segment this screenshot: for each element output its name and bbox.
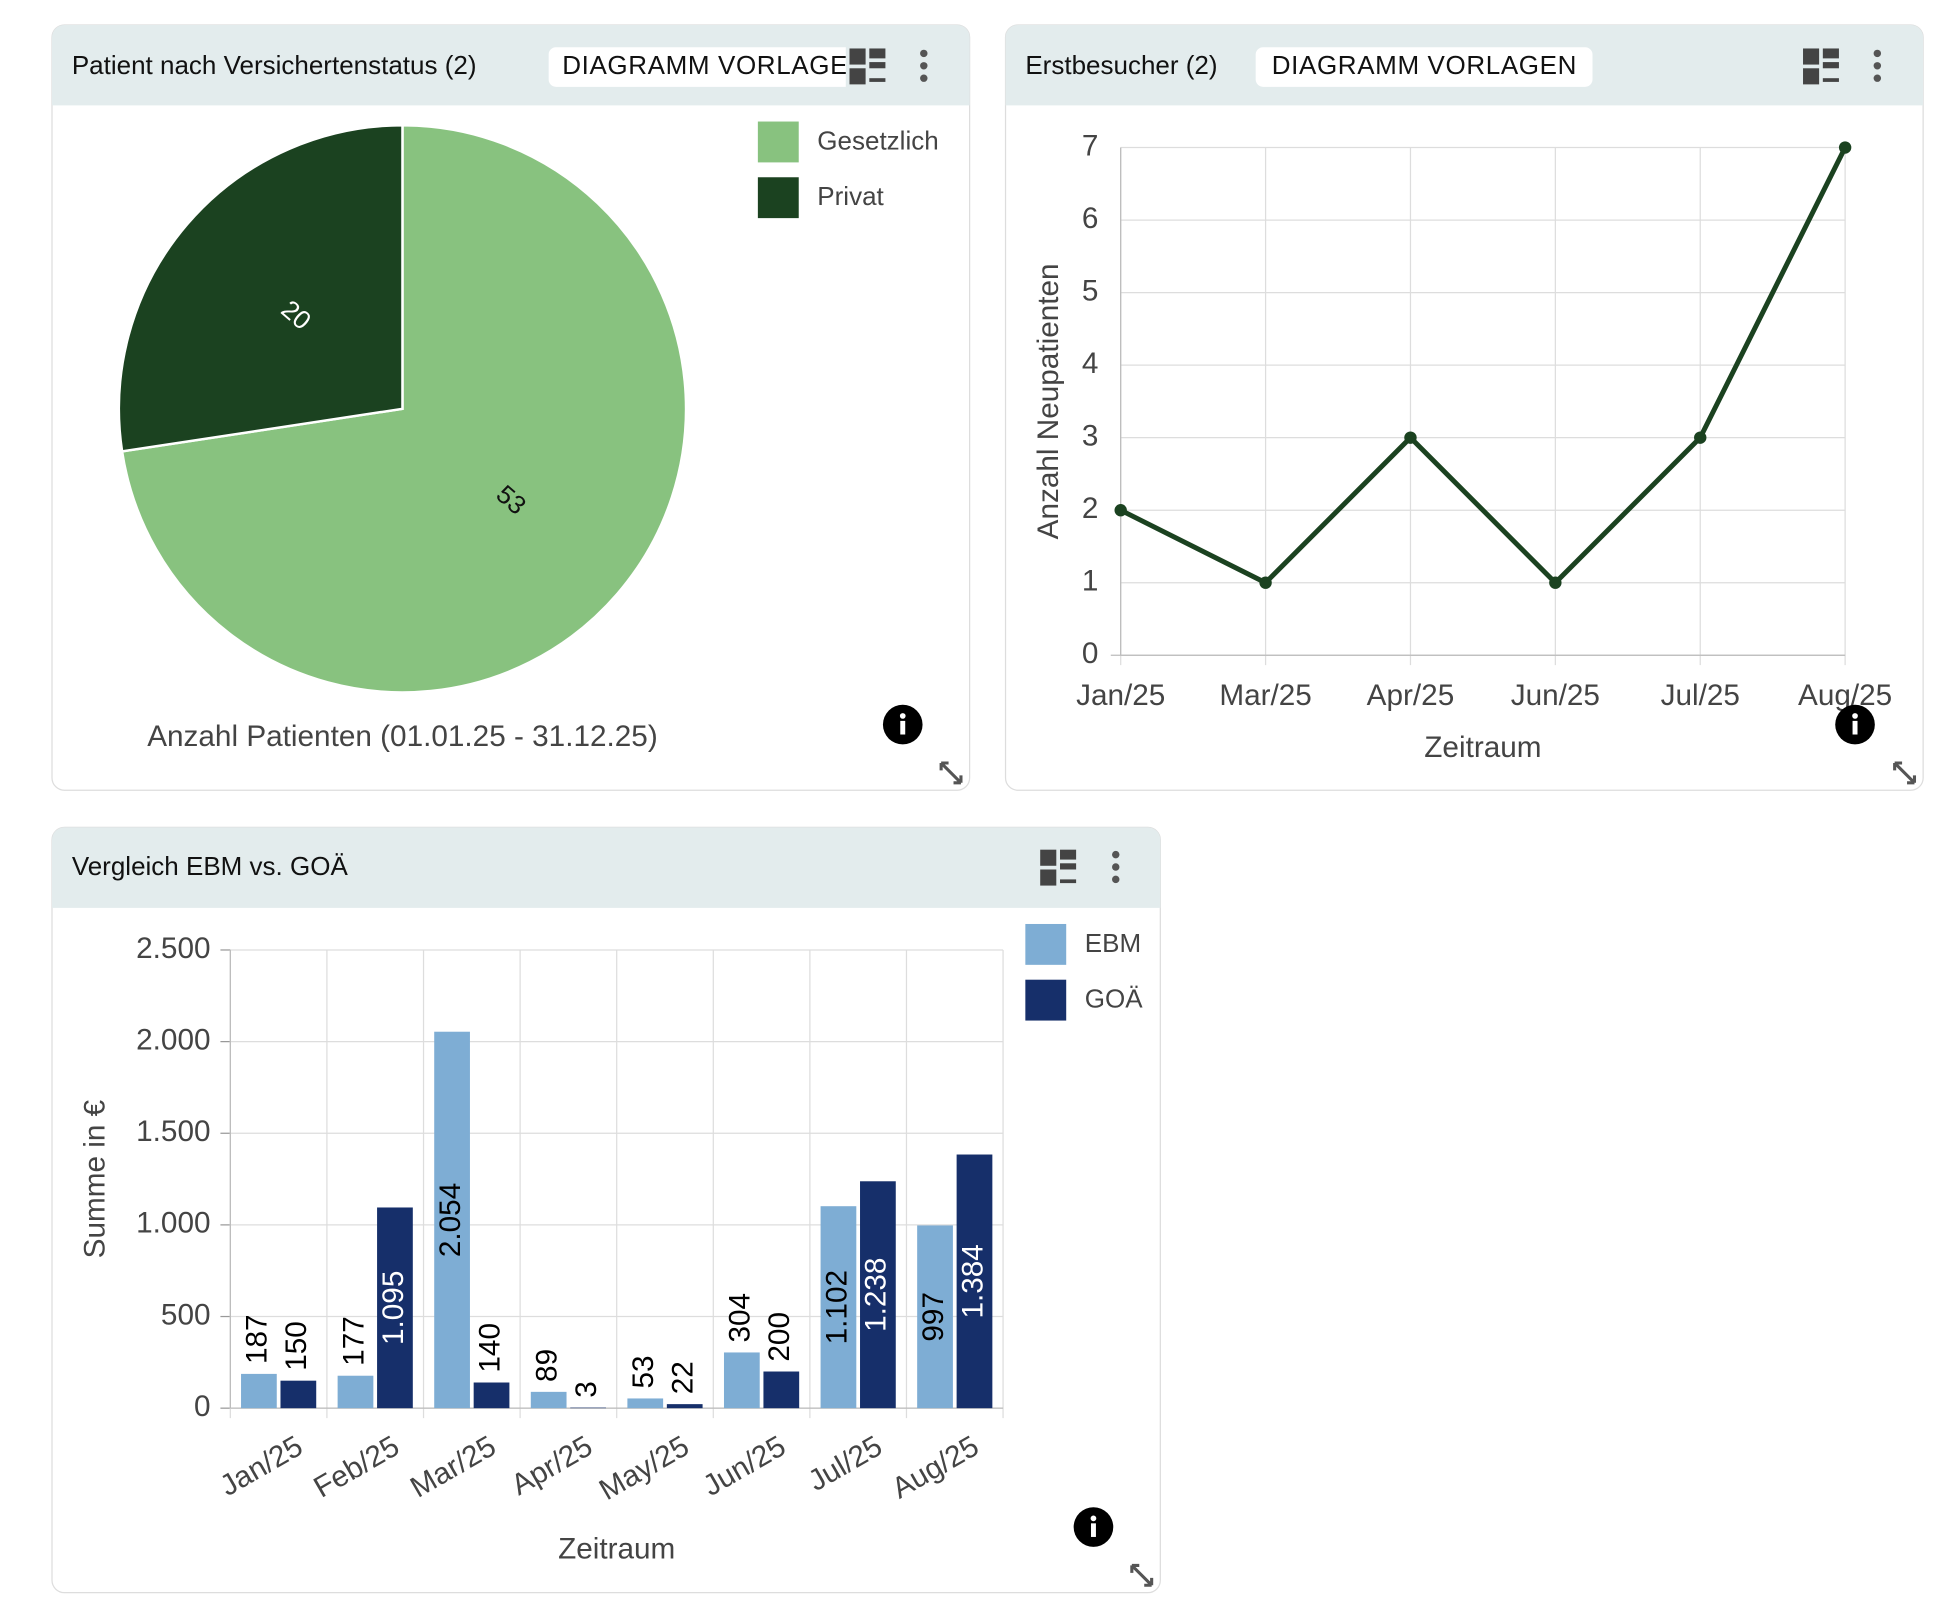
x-tick-label: Apr/25 [1367, 679, 1455, 712]
bar [241, 1373, 277, 1409]
button-label[interactable]: DIAGRAMM VORLAGEN [1272, 50, 1577, 80]
data-label: 89 [531, 1349, 564, 1382]
info-icon[interactable] [882, 704, 923, 745]
data-label: 2.054 [434, 1183, 467, 1257]
bar [763, 1371, 800, 1409]
chart: 0 1 2 3 4 5 6 7 Jan/25 Mar/25 Apr/25 Jun/25 Jul/25 Au… [1032, 129, 1892, 764]
button-bg[interactable] [548, 47, 871, 87]
bar [473, 1382, 510, 1409]
bar [337, 1375, 374, 1409]
bar [723, 1352, 760, 1409]
y-tick-label: 6 [1082, 202, 1099, 235]
info-icon[interactable] [1073, 1507, 1114, 1547]
bar [434, 1031, 470, 1409]
legend-label: EBM [1085, 928, 1141, 958]
bar [280, 1380, 317, 1409]
legend-label: Privat [817, 181, 884, 211]
bar [820, 1206, 857, 1409]
pie-slice [120, 124, 688, 694]
x-tick-label: Aug/25 [1798, 679, 1892, 712]
menu-icon[interactable] [920, 49, 928, 82]
data-label: 1.102 [820, 1270, 853, 1344]
data-label: 187 [241, 1314, 274, 1364]
x-tick-label: Jan/25 [1076, 679, 1165, 712]
x-axis-label: Anzahl Patienten (01.01.25 - 31.12.25) [147, 720, 658, 753]
panel: Erstbesucher (2) DIAGRAMM VORLAGEN 0 1 2 3 4… [1004, 24, 1924, 791]
data-label: 1.095 [377, 1271, 410, 1345]
panel-frame [1004, 24, 1924, 791]
y-tick-label: 0 [1082, 637, 1099, 670]
panel-header [52, 827, 1161, 908]
data-label: 140 [473, 1323, 506, 1373]
point [1114, 504, 1127, 517]
data-label: 304 [724, 1293, 757, 1343]
pie-slice [117, 124, 404, 453]
panel-title: Vergleich EBM vs. GOÄ [72, 851, 349, 881]
bar [860, 1181, 896, 1409]
panel: Vergleich EBM vs. GOÄ 0 500 1.000 1.500 2.00… [51, 826, 1161, 1594]
data-label: 150 [280, 1321, 313, 1371]
data-label: 22 [667, 1361, 700, 1394]
y-tick-label: 500 [161, 1298, 211, 1331]
y-tick-label: 0 [194, 1390, 211, 1423]
legend-label: Gesetzlich [817, 125, 938, 155]
legend-swatch [1025, 923, 1067, 965]
data-label: 997 [917, 1292, 950, 1342]
y-tick-label: 1 [1082, 565, 1099, 598]
point [1404, 431, 1417, 444]
bar [530, 1391, 567, 1409]
x-axis-label: Zeitraum [558, 1532, 675, 1565]
y-tick-label: 3 [1082, 420, 1099, 453]
point [1549, 576, 1562, 589]
menu-icon[interactable] [1873, 49, 1882, 82]
x-tick-label: Jun/25 [1511, 679, 1600, 712]
data-label: 3 [570, 1381, 603, 1398]
bar [666, 1404, 703, 1409]
legend-swatch [757, 177, 799, 219]
legend-swatch [1025, 979, 1067, 1021]
x-tick-label: Jul/25 [1661, 679, 1740, 712]
data-label: 1.384 [956, 1244, 989, 1318]
bar [956, 1154, 993, 1409]
y-axis-label: Anzahl Neupatienten [1032, 263, 1065, 539]
panel-title: Erstbesucher (2) [1025, 50, 1217, 80]
y-tick-label: 1.000 [136, 1207, 210, 1240]
y-tick-label: 2.000 [136, 1023, 210, 1056]
y-tick-label: 1.500 [136, 1115, 210, 1148]
template-button[interactable]: DIAGRAMM VORLAGEN [548, 47, 871, 87]
legend-label: GOÄ [1085, 984, 1143, 1014]
point [1838, 141, 1852, 154]
data-label: 1.238 [860, 1258, 893, 1332]
panel-title: Patient nach Versichertenstatus (2) [72, 50, 477, 80]
bar [377, 1207, 413, 1409]
template-button[interactable] [1255, 47, 1593, 87]
bar [570, 1407, 606, 1409]
menu-icon[interactable] [1112, 850, 1120, 884]
y-tick-label: 5 [1082, 274, 1099, 307]
line [1119, 146, 1848, 586]
info-icon[interactable] [1835, 704, 1875, 745]
point [1694, 431, 1707, 444]
bar [627, 1398, 664, 1409]
y-tick-label: 2.500 [136, 932, 210, 965]
button-label[interactable]: DIAGRAMM VORLAGEN [562, 50, 867, 80]
data-label: 177 [337, 1316, 370, 1366]
point [1259, 576, 1272, 589]
y-axis-label: Summe in € [78, 1099, 111, 1258]
data-label: 53 [627, 1355, 660, 1388]
panel: Patient nach Versichertenstatus (2) DIAG… [51, 24, 971, 791]
data-label: 200 [763, 1312, 796, 1362]
y-tick-label: 4 [1082, 347, 1099, 380]
y-tick-label: 7 [1082, 129, 1099, 162]
y-tick-label: 2 [1082, 492, 1099, 525]
x-tick-label: Mar/25 [1219, 679, 1312, 712]
legend-swatch [757, 121, 799, 163]
x-axis-label: Zeitraum [1424, 731, 1541, 764]
bar [917, 1225, 953, 1409]
